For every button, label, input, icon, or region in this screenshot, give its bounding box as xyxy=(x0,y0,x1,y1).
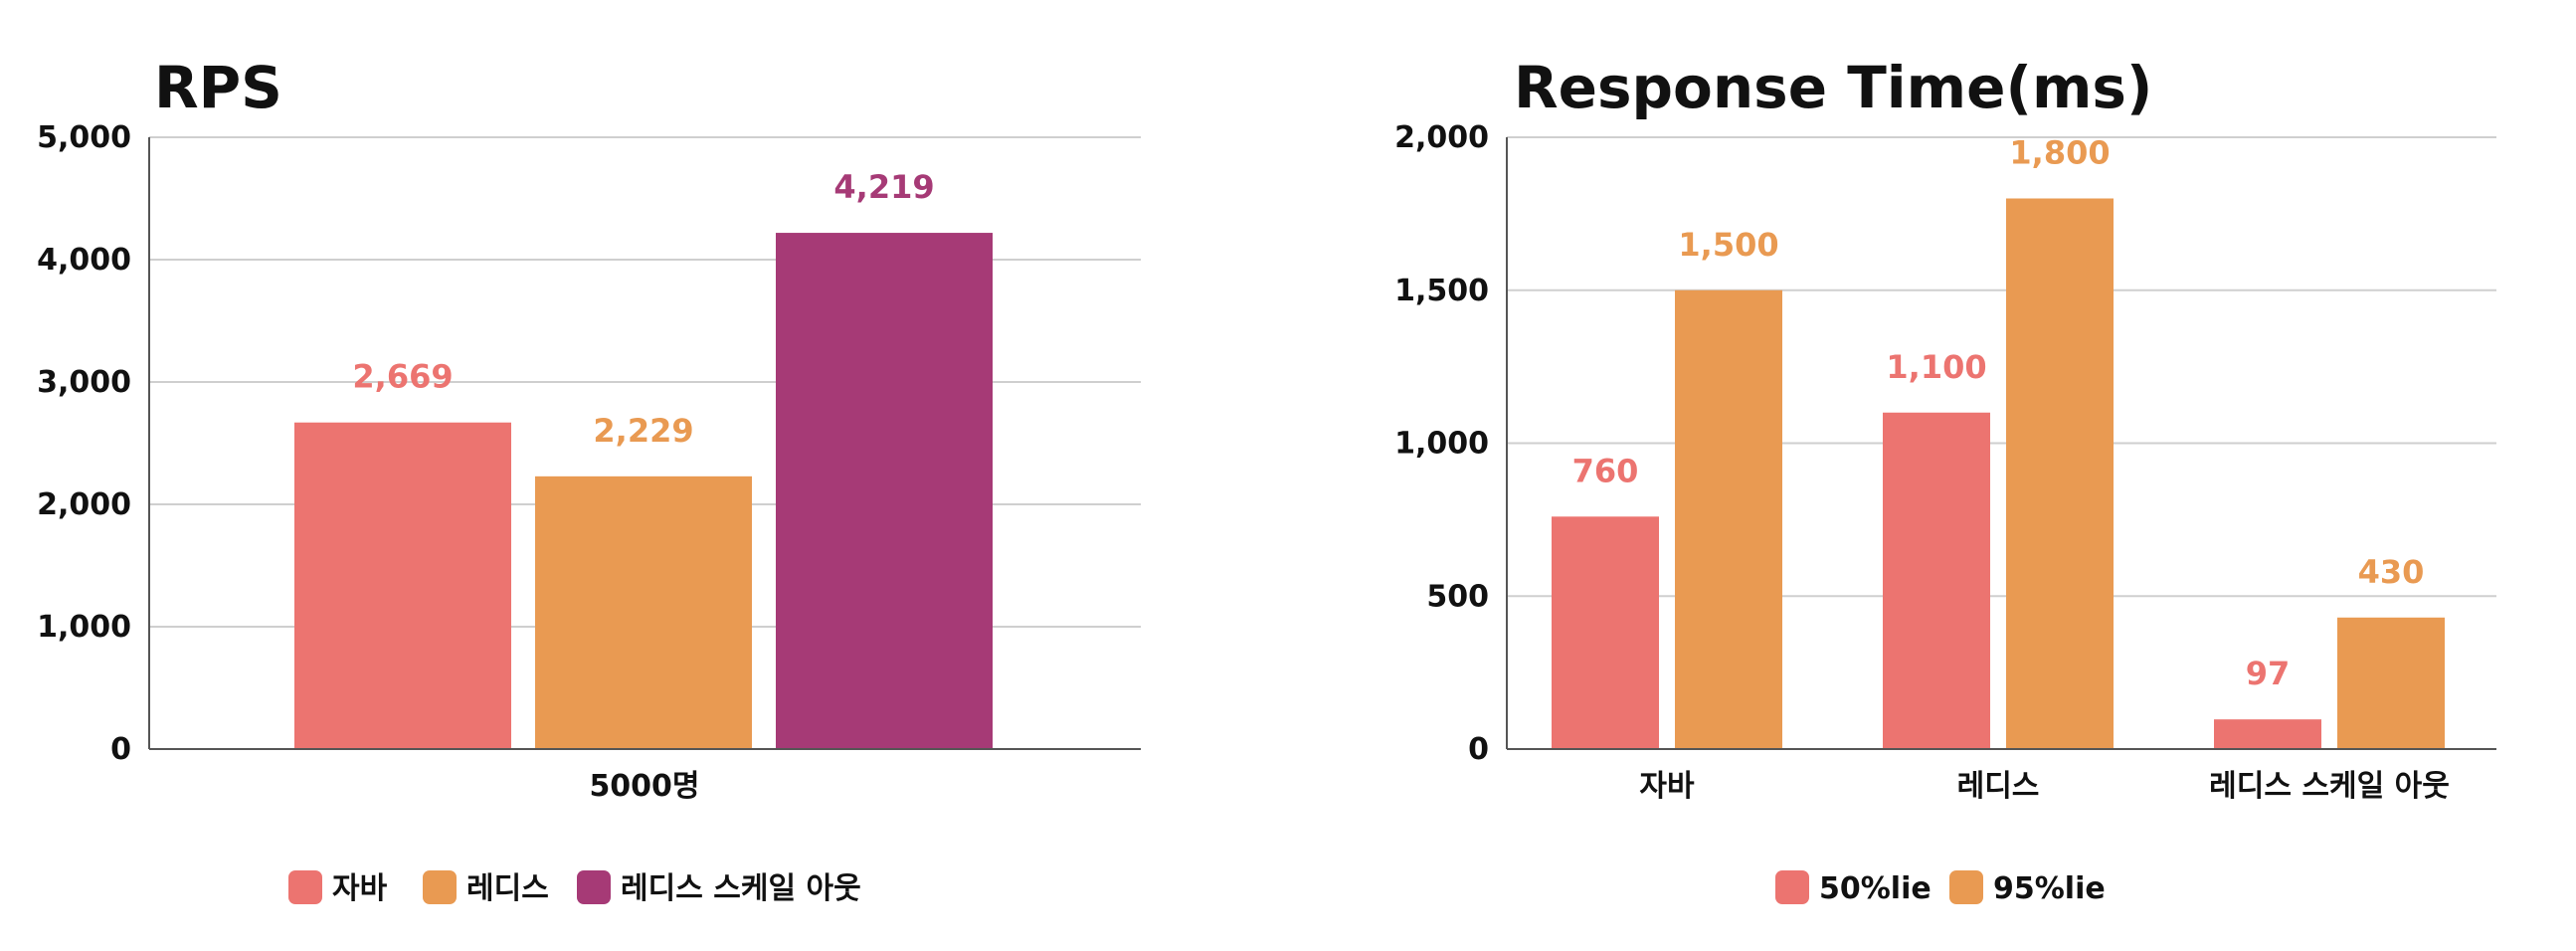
response-time-chart-title: Response Time(ms) xyxy=(1514,54,2152,121)
rt-bar xyxy=(2337,617,2445,749)
rps-bars xyxy=(294,233,993,750)
response-time-chart: Response Time(ms) 0 500 1,000 1,500 2,000 76… xyxy=(1394,54,2496,906)
rps-data-labels: 2,669 2,229 4,219 xyxy=(352,168,934,450)
rps-y-tick-label: 2,000 xyxy=(37,487,131,522)
rt-bar xyxy=(2214,719,2321,749)
rps-legend-label-java: 자바 xyxy=(332,871,388,906)
rt-bar xyxy=(1675,289,1782,749)
rps-legend-label-redis: 레디스 xyxy=(466,871,549,906)
rps-y-tick-label: 4,000 xyxy=(37,243,131,278)
rps-data-label: 4,219 xyxy=(833,168,934,206)
response-time-category-labels: 자바 레디스 레디스 스케일 아웃 xyxy=(1639,769,2449,804)
rps-legend-item-redis: 레디스 xyxy=(423,870,549,906)
rps-y-axis-ticks: 0 1,000 2,000 3,000 4,000 5,000 xyxy=(37,120,131,767)
rt-data-label: 430 xyxy=(2358,553,2425,591)
rt-legend-item-50: 50%lie xyxy=(1775,870,1932,906)
rps-chart-title: RPS xyxy=(154,54,282,121)
response-time-gridlines xyxy=(1507,136,2496,598)
rt-category-label: 레디스 스케일 아웃 xyxy=(2209,769,2450,804)
rt-legend-label-50: 50%lie xyxy=(1819,871,1932,906)
rps-legend-label-redis-scale-out: 레디스 스케일 아웃 xyxy=(621,871,861,906)
rps-y-tick-label: 5,000 xyxy=(37,120,131,155)
rps-legend-swatch-redis xyxy=(423,870,457,904)
rps-bar xyxy=(294,422,511,749)
rt-y-tick-label: 500 xyxy=(1426,579,1489,614)
rt-y-tick-label: 2,000 xyxy=(1394,120,1489,155)
rps-bar xyxy=(535,476,752,749)
rt-legend-label-95: 95%lie xyxy=(1993,871,2106,906)
rt-y-tick-label: 1,000 xyxy=(1394,427,1489,462)
rps-chart: RPS 0 1,000 2,000 3,000 4,000 5,000 2,669 2,22… xyxy=(37,54,1141,906)
rt-data-label: 1,500 xyxy=(1678,226,1778,264)
rt-y-tick-label: 0 xyxy=(1468,732,1489,767)
rt-data-label: 97 xyxy=(2246,655,2291,692)
rt-legend-item-95: 95%lie xyxy=(1949,870,2106,906)
rps-legend-item-redis-scale-out: 레디스 스케일 아웃 xyxy=(577,870,861,906)
rps-y-tick-label: 1,000 xyxy=(37,610,131,645)
rt-data-label: 760 xyxy=(1572,452,1639,489)
rt-bar xyxy=(1552,516,1659,749)
response-time-legend: 50%lie 95%lie xyxy=(1775,870,2106,906)
rps-y-tick-label: 3,000 xyxy=(37,365,131,400)
rt-category-label: 레디스 xyxy=(1957,769,2040,804)
rps-legend-swatch-redis-scale-out xyxy=(577,870,611,904)
rt-bar xyxy=(2006,198,2114,749)
rps-legend: 자바 레디스 레디스 스케일 아웃 xyxy=(288,870,861,906)
rt-y-tick-label: 1,500 xyxy=(1394,274,1489,308)
rt-category-label: 자바 xyxy=(1639,769,1695,804)
rps-bar xyxy=(776,233,993,750)
rt-data-label: 1,100 xyxy=(1886,348,1986,386)
rps-legend-item-java: 자바 xyxy=(288,870,388,906)
response-time-y-axis-ticks: 0 500 1,000 1,500 2,000 xyxy=(1394,120,1489,767)
rt-bar xyxy=(1883,412,1990,749)
rps-data-label: 2,669 xyxy=(352,358,453,396)
rt-legend-swatch-50 xyxy=(1775,870,1809,904)
rt-data-label: 1,800 xyxy=(2009,134,2110,172)
rps-category-label: 5000명 xyxy=(589,769,699,804)
response-time-bars xyxy=(1552,198,2445,749)
rps-legend-swatch-java xyxy=(288,870,322,904)
response-time-data-labels: 760 1,500 1,100 1,800 97 430 xyxy=(1572,134,2425,693)
rps-y-tick-label: 0 xyxy=(110,732,131,767)
rps-data-label: 2,229 xyxy=(593,412,693,450)
rt-legend-swatch-95 xyxy=(1949,870,1983,904)
